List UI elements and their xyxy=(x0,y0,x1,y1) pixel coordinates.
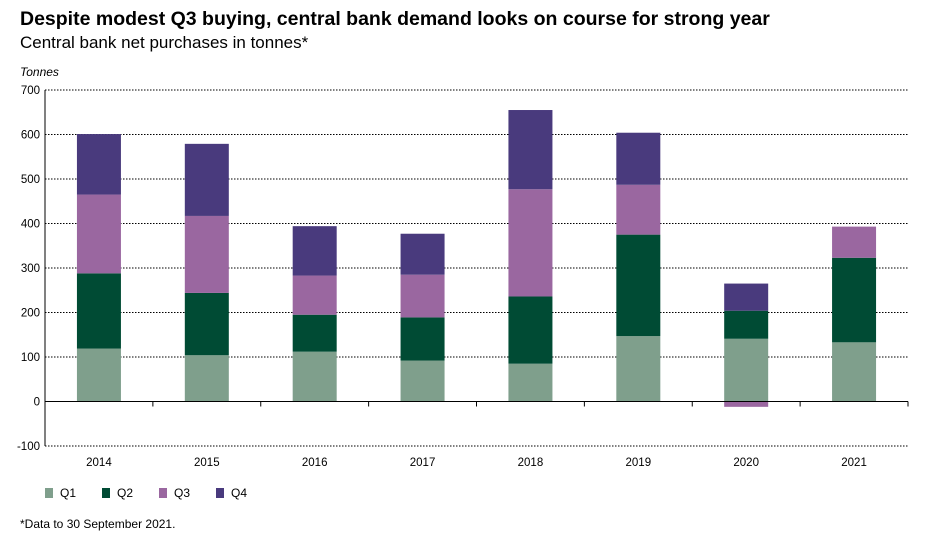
bar-segment-q1-2016 xyxy=(292,351,337,402)
legend-label-q3: Q3 xyxy=(174,486,191,500)
x-tick-label: 2020 xyxy=(733,457,759,469)
legend-item-q2: Q2 xyxy=(102,486,159,500)
bar-segment-q4-2015 xyxy=(184,143,229,216)
legend-item-q4: Q4 xyxy=(216,486,273,500)
bar-segment-q3-2014 xyxy=(76,194,121,274)
x-tick-label: 2015 xyxy=(194,457,220,469)
bar-segment-q2-2014 xyxy=(76,273,121,349)
bar-segment-q1-2014 xyxy=(76,348,121,402)
bar-segment-q2-2015 xyxy=(184,292,229,356)
bar-segment-q2-2019 xyxy=(616,234,661,337)
legend-swatch-q2 xyxy=(102,488,110,498)
bar-segment-q4-2020 xyxy=(724,283,769,311)
bar-segment-q3-2020 xyxy=(724,401,769,407)
x-tick-label: 2021 xyxy=(841,457,867,469)
chart-legend: Q1 Q2 Q3 Q4 xyxy=(45,486,273,500)
bar-segment-q4-2017 xyxy=(400,233,445,275)
legend-label-q4: Q4 xyxy=(231,486,248,500)
bar-segment-q4-2018 xyxy=(508,110,553,190)
bar-segment-q1-2017 xyxy=(400,360,445,402)
bar-segment-q2-2020 xyxy=(724,310,769,339)
bar-segment-q4-2019 xyxy=(616,132,661,185)
y-tick-label: 0 xyxy=(34,397,40,409)
legend-swatch-q1 xyxy=(45,488,53,498)
footnote: *Data to 30 September 2021. xyxy=(20,517,176,531)
y-axis-label: Tonnes xyxy=(20,65,59,79)
y-tick-label: 600 xyxy=(21,130,40,142)
x-tick-label: 2018 xyxy=(518,457,544,469)
bar-segment-q3-2016 xyxy=(292,275,337,315)
x-tick-label: 2014 xyxy=(86,457,112,469)
bar-segment-q2-2021 xyxy=(832,257,877,343)
bar-segment-q1-2018 xyxy=(508,363,553,402)
legend-label-q1: Q1 xyxy=(60,486,77,500)
bar-segment-q3-2015 xyxy=(184,215,229,293)
bar-segment-q3-2017 xyxy=(400,274,445,318)
bar-segment-q1-2015 xyxy=(184,355,229,402)
bar-segment-q2-2018 xyxy=(508,296,553,364)
bar-segment-q3-2018 xyxy=(508,189,553,297)
x-tick-label: 2019 xyxy=(626,457,652,469)
legend-item-q3: Q3 xyxy=(159,486,216,500)
legend-swatch-q3 xyxy=(159,488,167,498)
y-tick-label: 100 xyxy=(21,352,40,364)
bar-segment-q2-2017 xyxy=(400,317,445,361)
x-tick-label: 2017 xyxy=(410,457,436,469)
bar-segment-q1-2021 xyxy=(832,342,877,402)
y-tick-label: 200 xyxy=(21,308,40,320)
legend-swatch-q4 xyxy=(216,488,224,498)
y-tick-label: -100 xyxy=(17,441,40,453)
y-tick-label: 400 xyxy=(21,219,40,231)
bar-segment-q1-2020 xyxy=(724,338,769,402)
bar-segment-q1-2019 xyxy=(616,336,661,402)
bar-segment-q4-2014 xyxy=(76,134,121,195)
chart-subtitle: Central bank net purchases in tonnes* xyxy=(20,33,309,52)
legend-label-q2: Q2 xyxy=(117,486,134,500)
x-tick-label: 2016 xyxy=(302,457,328,469)
bar-segment-q4-2016 xyxy=(292,226,337,276)
y-tick-label: 700 xyxy=(21,85,40,97)
bar-segment-q3-2019 xyxy=(616,184,661,235)
bar-segment-q3-2021 xyxy=(832,226,877,258)
chart-title: Despite modest Q3 buying, central bank d… xyxy=(20,8,770,30)
legend-item-q1: Q1 xyxy=(45,486,102,500)
y-tick-label: 500 xyxy=(21,174,40,186)
bar-segment-q2-2016 xyxy=(292,314,337,352)
y-tick-label: 300 xyxy=(21,263,40,275)
